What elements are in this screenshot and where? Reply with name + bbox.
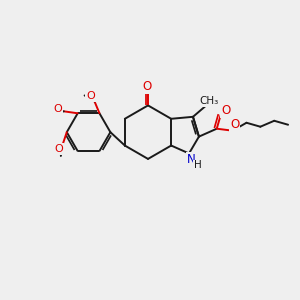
Text: O: O [55,144,63,154]
Text: H: H [194,160,202,170]
Text: N: N [187,153,195,166]
Text: O: O [86,92,95,101]
Text: O: O [221,104,230,117]
Text: O: O [142,80,152,93]
Text: O: O [230,118,239,131]
Text: CH₃: CH₃ [199,96,218,106]
Text: O: O [53,104,62,114]
